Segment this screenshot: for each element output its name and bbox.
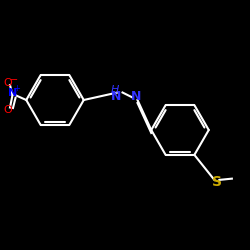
Text: H: H bbox=[111, 85, 119, 95]
Text: N: N bbox=[8, 88, 17, 98]
Text: +: + bbox=[14, 84, 20, 93]
Text: N: N bbox=[111, 90, 122, 103]
Text: O: O bbox=[3, 105, 12, 115]
Text: O: O bbox=[3, 78, 12, 88]
Text: N: N bbox=[131, 90, 141, 104]
Text: −: − bbox=[10, 75, 18, 85]
Text: S: S bbox=[212, 176, 222, 190]
